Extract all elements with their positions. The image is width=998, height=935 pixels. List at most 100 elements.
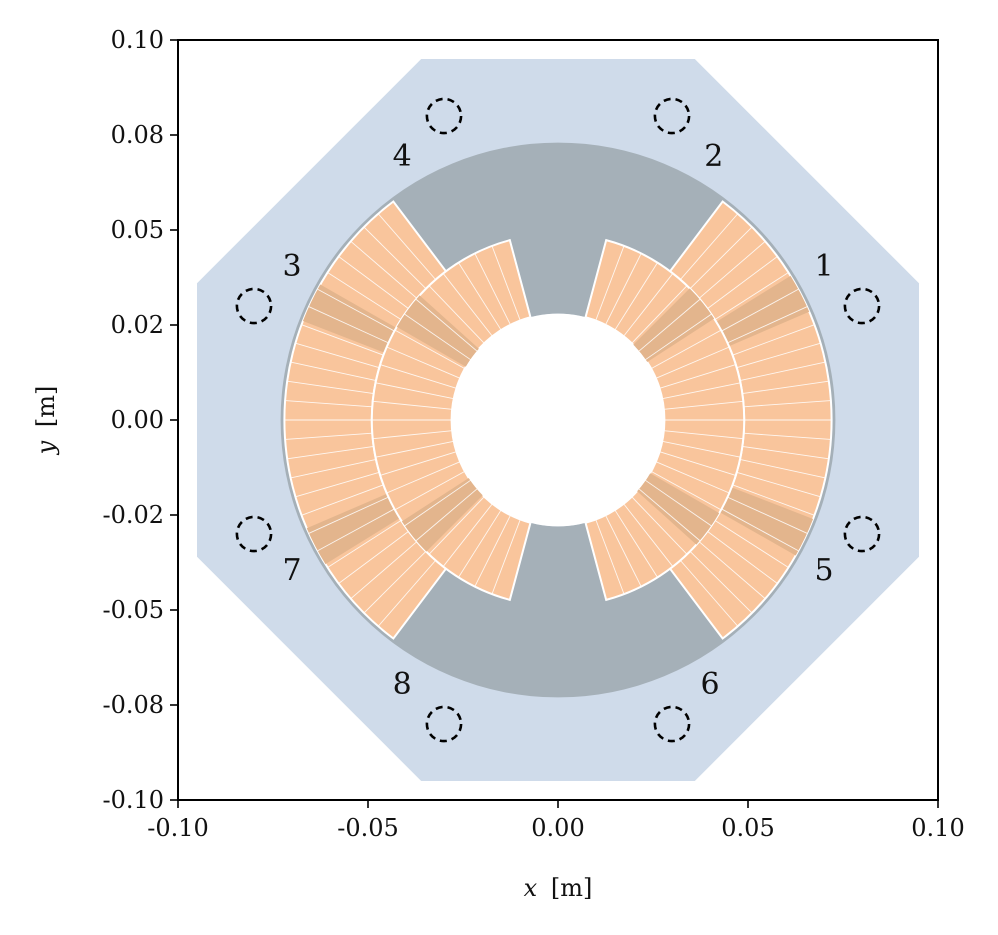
x-tick-label: -0.05 — [337, 814, 399, 842]
coil-turn — [659, 364, 736, 389]
coil-turn — [645, 313, 712, 360]
coil-turn — [386, 461, 461, 494]
coil-turn — [474, 253, 511, 326]
coil-turn — [308, 496, 389, 534]
coil-turn — [386, 346, 461, 379]
coil-turn — [614, 509, 658, 578]
port-label-4: 4 — [393, 139, 412, 174]
port-marker-2 — [653, 97, 691, 135]
coil-turn — [290, 361, 377, 381]
coil-turn — [727, 496, 808, 534]
geometry-layer: 1 2 3 4 5 6 7 8 — [197, 59, 919, 781]
port-label-5: 5 — [814, 553, 833, 588]
coil-turn — [394, 329, 466, 370]
x-tick-label: 0.00 — [531, 814, 584, 842]
coil-turn — [338, 256, 409, 310]
coil-turn — [458, 509, 502, 578]
port-label-3: 3 — [282, 249, 301, 284]
coil-turn — [743, 432, 831, 440]
coil-turn — [736, 342, 821, 369]
coil-turn — [301, 324, 384, 356]
x-tick-label: 0.10 — [911, 814, 964, 842]
coil-turn — [689, 226, 753, 290]
coil-turn — [680, 560, 739, 627]
coil-turn — [638, 299, 701, 352]
coil-turn — [375, 382, 454, 400]
coil-turn — [290, 459, 377, 479]
axes: -0.10 -0.05 0.00 0.05 0.10 -0.10 -0.08 -0.05 -0.… — [102, 26, 964, 842]
y-axis-unit: [m] — [32, 386, 60, 427]
coil-turn — [614, 262, 658, 331]
coil-band-1-2 — [716, 275, 810, 347]
y-tick-label: -0.02 — [102, 501, 164, 529]
port-label-8: 8 — [393, 667, 412, 702]
coil-turn — [698, 541, 766, 600]
coil-turn — [623, 503, 674, 567]
coil-turn — [491, 245, 521, 321]
coil-turn — [372, 400, 453, 410]
coil-turn — [732, 324, 815, 356]
coil-band-3-1 — [637, 473, 720, 545]
port-label-7: 7 — [282, 553, 301, 588]
coil-turn — [721, 508, 799, 552]
coil-turn — [714, 519, 789, 568]
coil-turn — [317, 288, 395, 332]
coil-turn — [415, 299, 478, 352]
y-axis-label: y [m] — [32, 386, 60, 456]
y-tick-label: 0.08 — [111, 121, 164, 149]
y-tick-label: -0.05 — [102, 596, 164, 624]
inner-bore — [451, 313, 665, 527]
coil-turn — [655, 461, 730, 494]
coil-turn — [638, 488, 701, 541]
coil-turn — [650, 329, 722, 370]
coil-turn — [350, 240, 418, 299]
y-tick-label: 0.02 — [111, 311, 164, 339]
port-marker-7 — [235, 515, 273, 553]
port-marker-4 — [425, 97, 463, 135]
y-tick-label: 0.05 — [111, 216, 164, 244]
coil-turn — [663, 430, 744, 440]
coil-turn — [650, 470, 722, 511]
coil-turn — [394, 470, 466, 511]
x-axis-variable: x — [524, 874, 538, 902]
coil-turn — [458, 262, 502, 331]
coil-turn — [404, 313, 471, 360]
coil-turn — [327, 519, 402, 568]
coil-turn — [605, 514, 642, 587]
coil-turn — [287, 380, 374, 395]
coil-turn — [338, 530, 409, 584]
coil-turn — [595, 245, 625, 321]
coil-turn — [707, 530, 778, 584]
coil-turn — [655, 346, 730, 379]
coil-band-3-2 — [633, 288, 715, 363]
x-tick-label: 0.05 — [721, 814, 774, 842]
x-axis-label: x [m] — [524, 874, 593, 902]
coil-band-2-2 — [306, 493, 400, 565]
plot-area: 1 2 3 4 5 6 7 8 — [197, 59, 919, 781]
port-marker-8 — [425, 705, 463, 743]
port-label-2: 2 — [704, 139, 723, 174]
coil-turn — [287, 445, 374, 460]
port-label-1: 1 — [814, 249, 833, 284]
coil-turn — [595, 519, 625, 595]
x-tick-label: -0.10 — [147, 814, 209, 842]
x-axis-unit: [m] — [551, 874, 592, 902]
coil-band-4-1 — [396, 295, 479, 367]
coil-turn — [631, 496, 688, 555]
coil-turn — [442, 503, 493, 567]
coil-turn — [377, 560, 436, 627]
coil-turn — [743, 400, 831, 408]
coil-band-4-2 — [401, 477, 483, 552]
coil-turn — [363, 226, 427, 290]
coil-turn — [327, 272, 402, 321]
coil-turn — [295, 342, 380, 369]
port-marker-5 — [843, 515, 881, 553]
coil-turn — [727, 306, 808, 344]
coil-turn — [377, 213, 436, 280]
coil-turn — [415, 488, 478, 541]
coil-turn — [645, 480, 712, 527]
coil-turn — [350, 541, 418, 600]
coil-turn — [742, 445, 829, 460]
coil-turn — [631, 285, 688, 344]
